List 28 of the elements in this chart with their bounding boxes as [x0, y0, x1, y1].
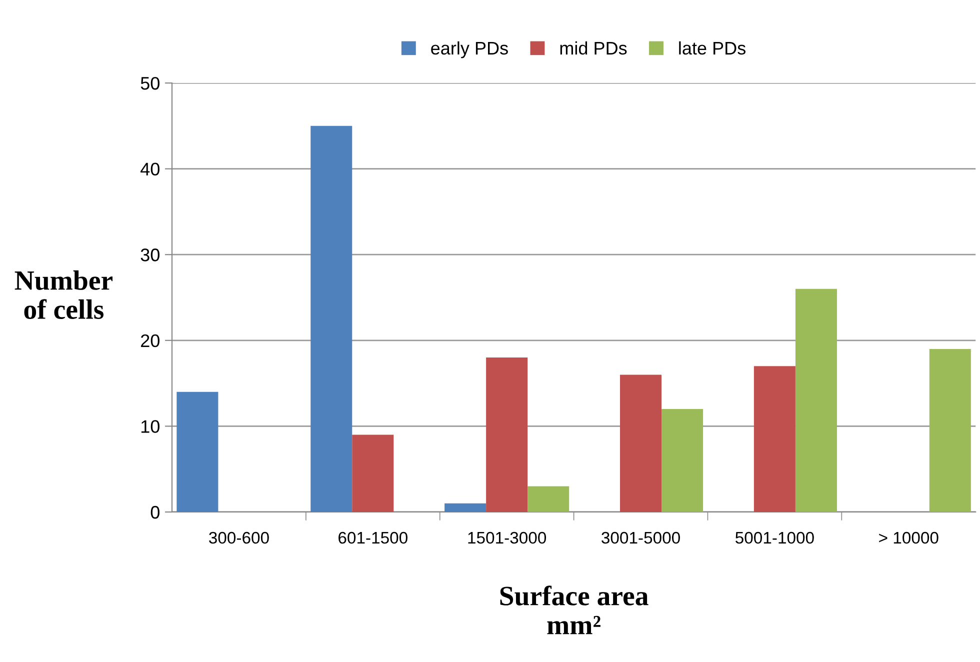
y-axis-title: Number of cells	[14, 270, 112, 319]
x-tick-label: 1501-3000	[468, 532, 546, 544]
bar	[620, 374, 662, 512]
bar	[486, 358, 528, 512]
bar	[310, 126, 352, 512]
bar	[929, 348, 971, 512]
legend-label: mid PDs	[560, 41, 627, 55]
legend-label: early PDs	[431, 41, 508, 58]
y-tick-label: 0	[150, 506, 160, 519]
bar	[795, 288, 837, 512]
y-tick-label: 50	[140, 76, 160, 90]
y-tick-label: 20	[141, 334, 160, 348]
x-tick-label: 3001-5000	[602, 532, 680, 544]
bar	[444, 503, 486, 512]
bar	[754, 366, 796, 512]
x-tick-label: 300-600	[209, 532, 269, 544]
y-tick-label: 30	[140, 248, 160, 262]
legend-label: late PDs	[679, 41, 746, 55]
x-tick-label: 5001-1000	[736, 532, 814, 544]
x-tick-label: > 10000	[879, 532, 938, 544]
bar	[662, 409, 704, 512]
bar	[176, 392, 218, 512]
bar	[528, 486, 570, 512]
x-axis-title: Surface area mm²	[500, 586, 648, 634]
x-tick-label: 601-1500	[338, 532, 408, 544]
bar	[352, 434, 394, 512]
y-tick-label: 10	[141, 420, 160, 433]
y-tick-label: 40	[140, 162, 160, 176]
